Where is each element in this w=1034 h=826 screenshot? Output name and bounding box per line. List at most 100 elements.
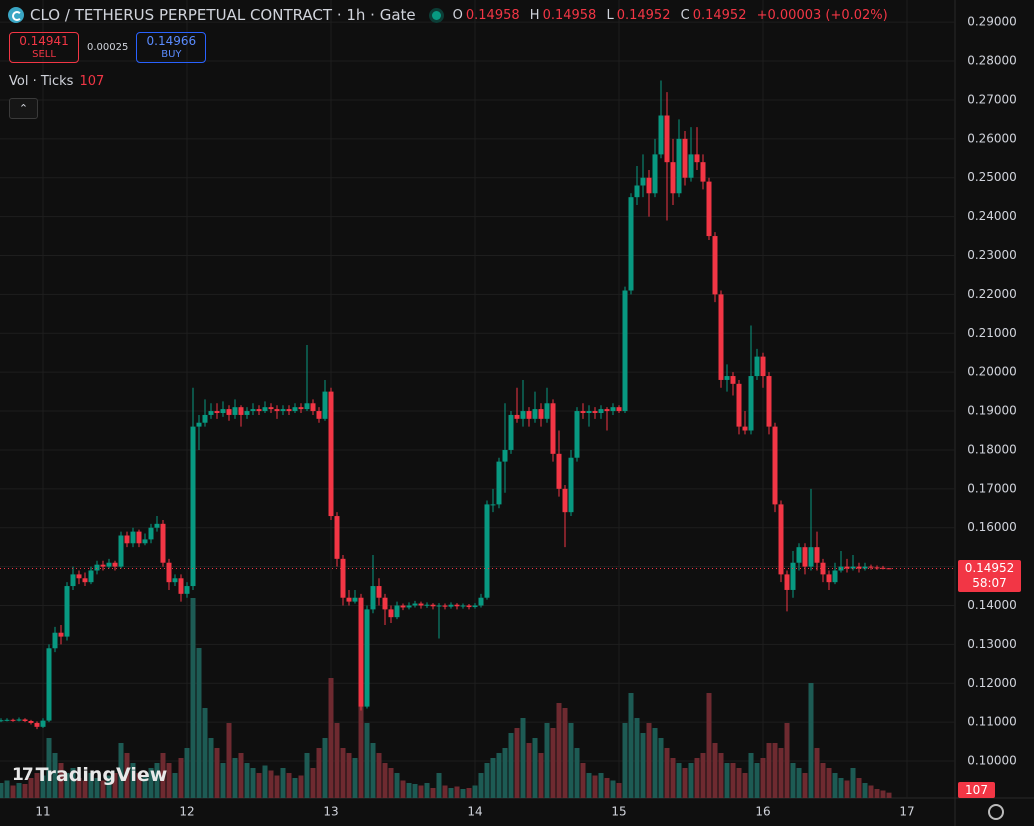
candle-body [556, 453, 562, 489]
candle-body [700, 162, 706, 182]
candle-body [124, 535, 130, 544]
volume-bar [730, 763, 736, 798]
volume-bar [460, 789, 466, 798]
sell-label: SELL [32, 48, 56, 60]
volume-bar [532, 738, 538, 798]
candle-body [652, 154, 658, 194]
y-tick-label: 0.29000 [967, 15, 1017, 29]
volume-bar [556, 703, 562, 798]
candle-body [472, 605, 478, 608]
volume-bar [778, 748, 784, 798]
candle-body [166, 562, 172, 583]
sell-button[interactable]: 0.14941 SELL [9, 32, 79, 63]
candle-body [778, 504, 784, 575]
volume-bar [754, 763, 760, 798]
candle-body [760, 356, 766, 377]
volume-bar [712, 743, 718, 798]
candle-body [298, 407, 304, 410]
y-tick-label: 0.22000 [967, 287, 1017, 301]
volume-bar [850, 768, 856, 798]
candle-body [766, 376, 772, 427]
symbol-title[interactable]: CLO / TETHERUS PERPETUAL CONTRACT · 1h ·… [30, 6, 416, 24]
candle-body [832, 570, 838, 583]
volume-bar [64, 773, 70, 798]
candle-body [328, 391, 334, 517]
x-tick-label: 16 [755, 805, 770, 819]
ohlc-letter: C [680, 7, 690, 23]
candle-body [370, 586, 376, 610]
volume-bar [736, 768, 742, 798]
volume-bar [196, 648, 202, 798]
candle-body [880, 567, 886, 569]
volume-bar [484, 763, 490, 798]
volume-bar [166, 763, 172, 798]
candle-body [784, 574, 790, 590]
volume-bar [256, 773, 262, 798]
candle-body [562, 488, 568, 513]
volume-bar [358, 683, 364, 798]
volume-bar [28, 778, 34, 798]
volume-bar [550, 728, 556, 798]
candle-body [514, 414, 520, 419]
candle-body [712, 236, 718, 295]
volume-bar [178, 758, 184, 798]
buy-button[interactable]: 0.14966 BUY [136, 32, 207, 63]
candle-body [172, 578, 178, 583]
y-tick-label: 0.20000 [967, 365, 1017, 379]
volume-bar [214, 748, 220, 798]
volume-bar [880, 790, 886, 798]
candle-body [826, 574, 832, 583]
candle-body [34, 722, 40, 727]
candle-body [460, 605, 466, 607]
candle-body [22, 719, 28, 721]
candle-body [40, 720, 46, 727]
volume-bar [826, 768, 832, 798]
ohlc-value: 0.14952 [692, 7, 747, 23]
volume-bar [412, 784, 418, 798]
volume-bar [772, 743, 778, 798]
ohlc: O 0.14958 H 0.14958 L 0.14952 C 0.14952 +0.0… [453, 8, 888, 23]
y-tick-label: 0.19000 [967, 404, 1017, 418]
settings-button[interactable] [988, 804, 1004, 820]
volume-bar [874, 789, 880, 798]
volume-bar [250, 768, 256, 798]
collapse-button[interactable]: ⌃ [9, 98, 38, 119]
volume-bar [310, 768, 316, 798]
volume-bar [352, 758, 358, 798]
indicator-legend[interactable]: Vol · Ticks 107 [9, 74, 104, 89]
candle-body [148, 527, 154, 540]
volume-bar [670, 758, 676, 798]
volume-bar [370, 743, 376, 798]
candle-body [274, 409, 280, 412]
volume-bar [844, 780, 850, 798]
volume-bar [334, 723, 340, 798]
volume-bar [700, 753, 706, 798]
ohlc-change: +0.00003 (+0.02%) [756, 7, 888, 23]
volume-bar [688, 763, 694, 798]
candle-body [394, 605, 400, 618]
volume-bar [244, 763, 250, 798]
y-tick-label: 0.23000 [967, 248, 1017, 262]
candle-body [136, 531, 142, 544]
candle-body [844, 566, 850, 569]
volume-bar [652, 728, 658, 798]
candle-body [154, 523, 160, 528]
candle-body [268, 407, 274, 410]
volume-bar [856, 778, 862, 798]
volume-bar [514, 728, 520, 798]
volume-bar [316, 748, 322, 798]
candle-body [682, 138, 688, 178]
volume-bar [568, 723, 574, 798]
candle-body [772, 426, 778, 505]
candle-body [742, 426, 748, 431]
volume-bar [418, 785, 424, 798]
candle-body [622, 290, 628, 412]
candle-body [616, 407, 622, 412]
candle-body [130, 531, 136, 544]
volume-bar [622, 723, 628, 798]
volume-bar [796, 768, 802, 798]
candle-body [604, 409, 610, 412]
buy-label: BUY [161, 48, 182, 60]
last-price-label: 0.14952 58:07 [958, 560, 1021, 592]
